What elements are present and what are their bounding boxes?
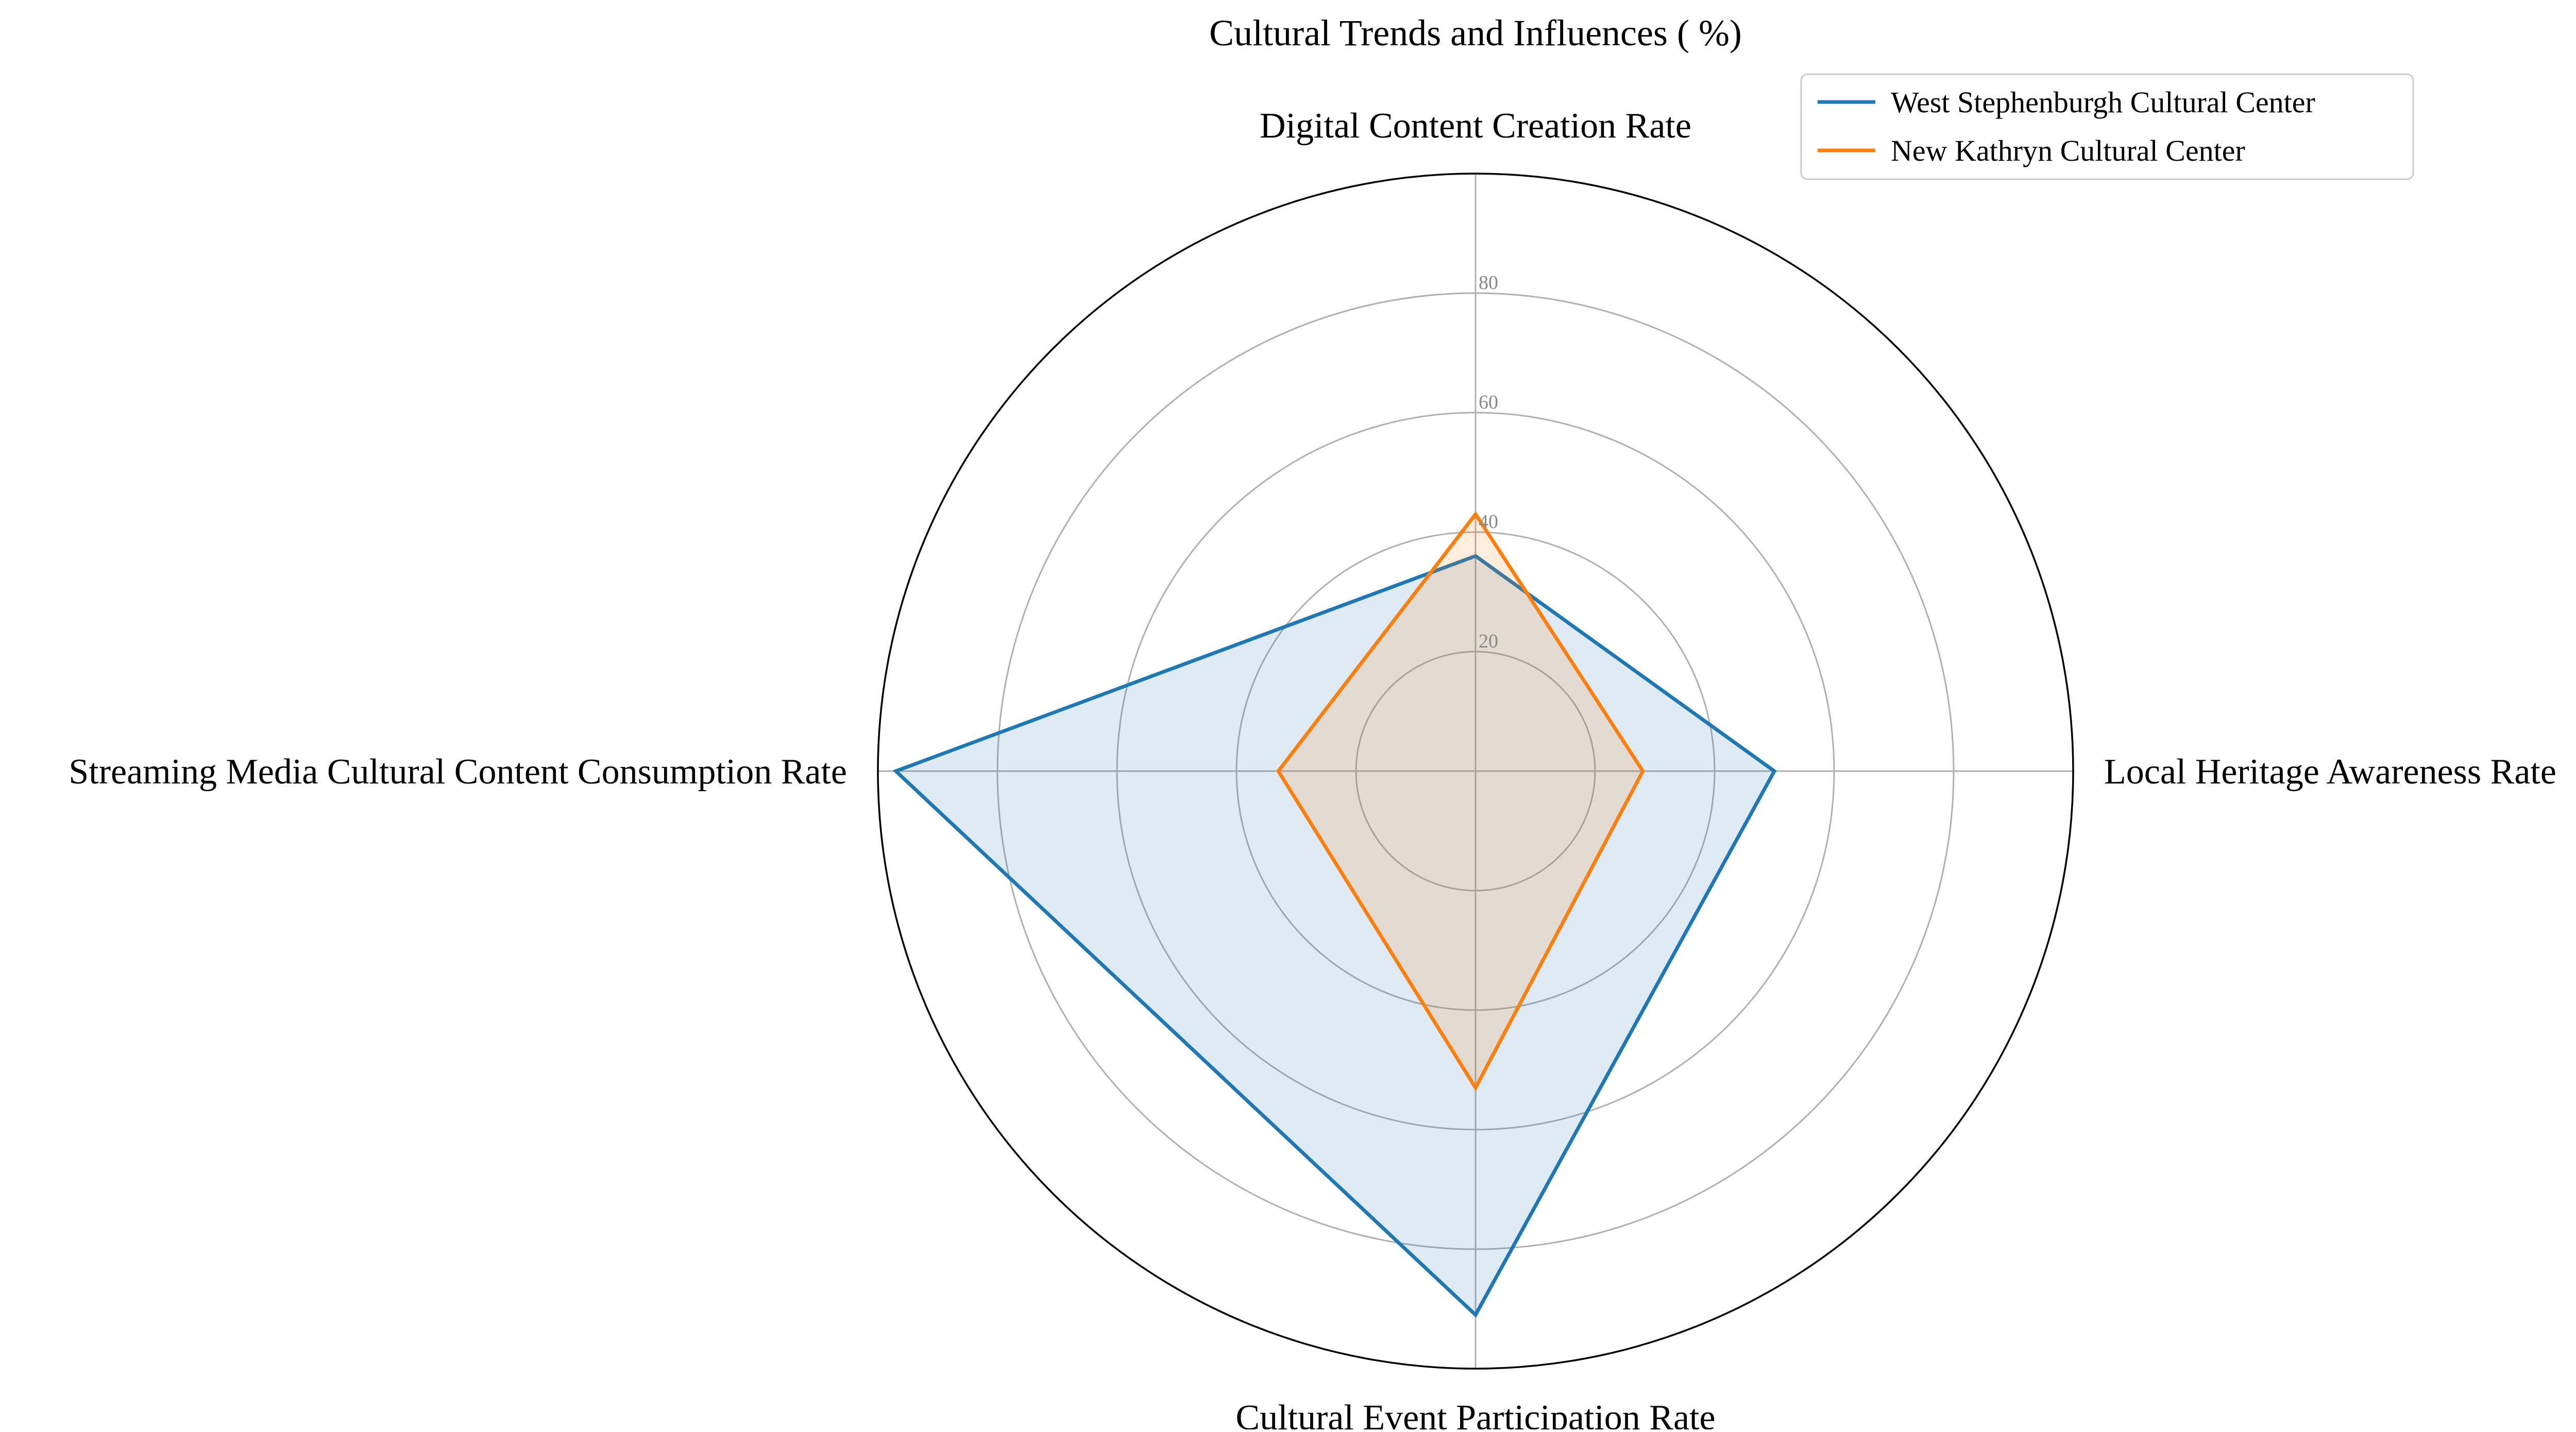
series-line-west-stephenburgh [892,554,1777,1318]
axis-label: Local Heritage Awareness Rate [2104,752,2556,792]
series-fill-new-kathryn [1278,514,1643,1088]
legend-label-new-kathryn: New Kathryn Cultural Center [1891,134,2245,167]
series-line-new-kathryn [1276,511,1645,1092]
axis-label: Streaming Media Cultural Content Consump… [69,752,847,792]
series-fill-west-stephenburgh [895,556,1774,1315]
legend-box [1800,73,2414,180]
r-tick-label: 40 [1479,511,1498,533]
legend: West Stephenburgh Cultural Center New Ka… [1800,73,2414,180]
r-tick-label: 20 [1479,630,1498,652]
r-tick-label: 80 [1479,272,1498,294]
r-tick-label: 60 [1479,391,1498,413]
legend-label-west-stephenburgh: West Stephenburgh Cultural Center [1891,86,2315,119]
grid-layer [877,173,2074,1370]
axis-label: Digital Content Creation Rate [1260,106,1691,146]
chart-title: Cultural Trends and Influences ( %) [1209,12,1742,54]
axis-label: Cultural Event Participation Rate [1235,1398,1715,1429]
series-layer [892,511,1777,1318]
outer-frame [877,173,2074,1370]
axis-label-layer: Digital Content Creation Rate Local Herit… [69,106,2556,1432]
tick-label-layer: 20 40 60 80 [1479,272,1498,652]
